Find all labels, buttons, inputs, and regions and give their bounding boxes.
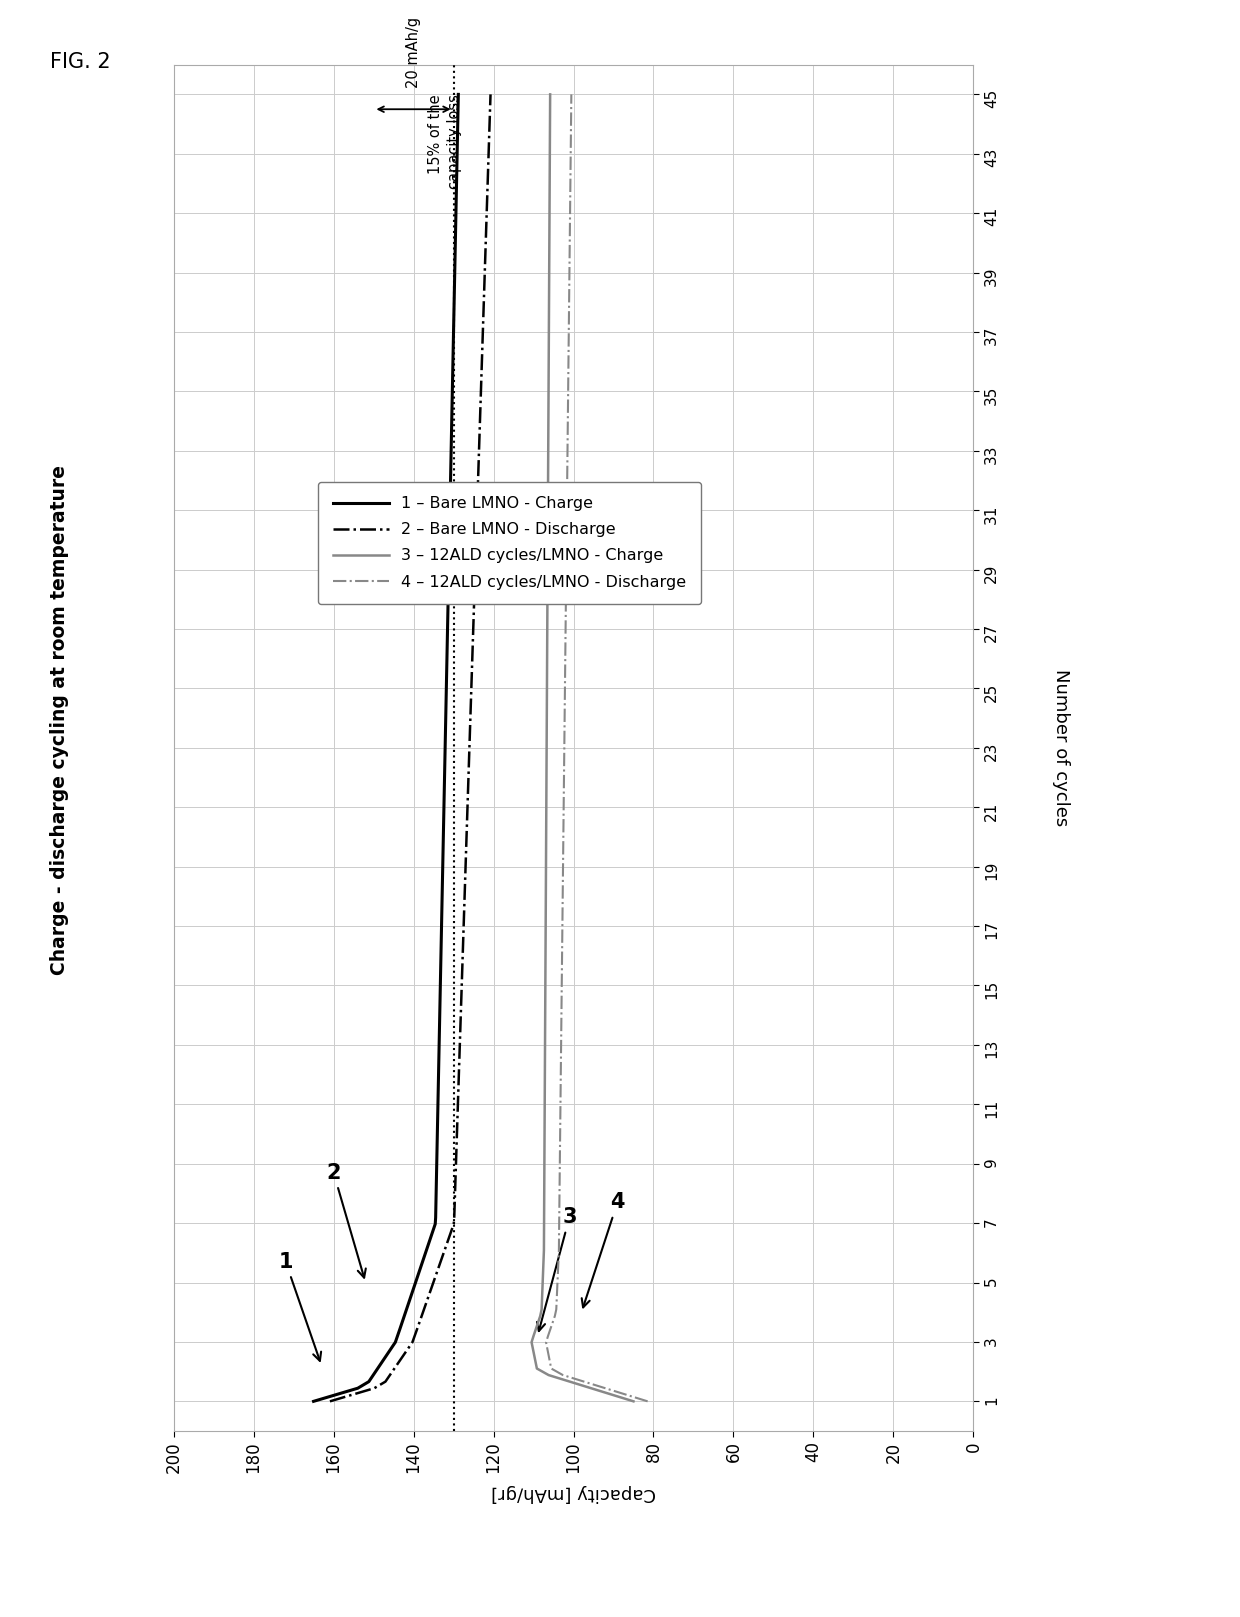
Text: 1: 1 <box>278 1252 321 1362</box>
Text: 2: 2 <box>326 1163 366 1277</box>
Text: 4: 4 <box>582 1192 625 1308</box>
X-axis label: Capacity [mAh/gr]: Capacity [mAh/gr] <box>491 1484 656 1502</box>
Y-axis label: Number of cycles: Number of cycles <box>1053 669 1070 826</box>
Text: FIG. 2: FIG. 2 <box>50 52 110 71</box>
Text: 20 mAh/g: 20 mAh/g <box>405 18 422 89</box>
Text: 15% of the
capacity loss: 15% of the capacity loss <box>428 94 461 189</box>
Legend: 1 – Bare LMNO - Charge, 2 – Bare LMNO - Discharge, 3 – 12ALD cycles/LMNO - Charg: 1 – Bare LMNO - Charge, 2 – Bare LMNO - … <box>319 482 701 605</box>
Text: 3: 3 <box>537 1208 577 1331</box>
Text: Charge - discharge cycling at room temperature: Charge - discharge cycling at room tempe… <box>50 464 69 975</box>
